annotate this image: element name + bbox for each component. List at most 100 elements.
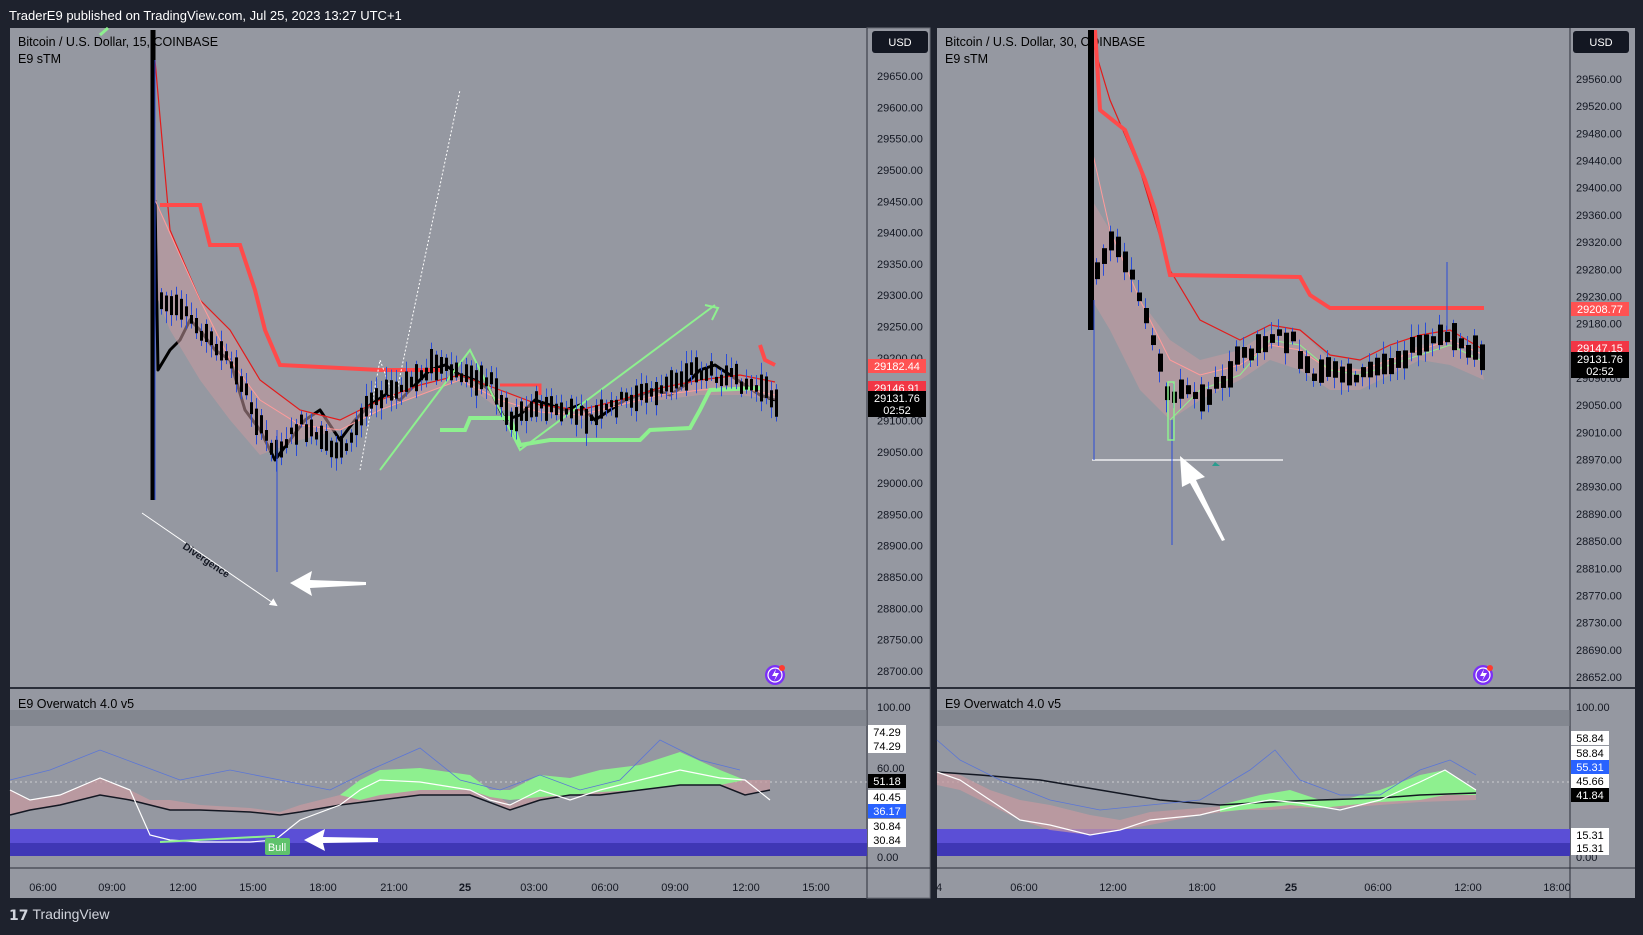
candle-body bbox=[370, 392, 373, 409]
time-tick: 09:00 bbox=[98, 882, 126, 894]
candle-body bbox=[1480, 344, 1485, 371]
time-tick: 12:00 bbox=[1454, 882, 1482, 894]
left-usd-button[interactable]: USD bbox=[872, 31, 928, 53]
candle-body bbox=[1361, 367, 1366, 378]
price-tick: 29100.00 bbox=[877, 415, 923, 427]
price-tick: 29520.00 bbox=[1576, 101, 1622, 113]
price-tick: 28770.00 bbox=[1576, 590, 1622, 602]
candle-body bbox=[230, 361, 233, 369]
candle-body bbox=[745, 378, 748, 390]
candle-body bbox=[375, 388, 378, 406]
candle-body bbox=[680, 371, 683, 387]
right-alert-icon[interactable] bbox=[1473, 665, 1493, 685]
candle-body bbox=[245, 383, 248, 396]
candle-body bbox=[1249, 348, 1254, 361]
candle-body bbox=[770, 390, 773, 408]
price-tick: 29400.00 bbox=[1576, 183, 1622, 195]
candle-body bbox=[390, 380, 393, 401]
candle-body bbox=[320, 425, 323, 450]
brand-name: TradingView bbox=[32, 906, 110, 922]
candle-body bbox=[1333, 361, 1338, 378]
candle-body bbox=[640, 383, 643, 401]
candle-body bbox=[1368, 361, 1373, 378]
price-tick: 29050.00 bbox=[1576, 400, 1622, 412]
price-label-bg bbox=[1571, 774, 1609, 788]
price-tick: 29560.00 bbox=[1576, 74, 1622, 86]
price-label: 02:52 bbox=[1586, 366, 1614, 378]
time-tick: 18:00 bbox=[1188, 882, 1216, 894]
candle-body bbox=[240, 376, 243, 392]
time-tick: 06:00 bbox=[1010, 882, 1038, 894]
right-usd-button[interactable]: USD bbox=[1573, 31, 1629, 53]
time-tick: 4 bbox=[936, 882, 942, 894]
candle-body bbox=[765, 376, 768, 398]
candle-body bbox=[710, 361, 713, 376]
time-tick: 25 bbox=[1285, 882, 1297, 894]
left-arrow-icon bbox=[290, 571, 366, 596]
time-tick: 25 bbox=[459, 882, 471, 894]
candle-body bbox=[1116, 236, 1121, 258]
price-tick: 29360.00 bbox=[1576, 210, 1622, 222]
candle-body bbox=[660, 385, 663, 394]
candle-body bbox=[530, 401, 533, 418]
candle-body bbox=[1102, 248, 1107, 264]
candle-body bbox=[405, 371, 408, 392]
candle-body bbox=[1326, 357, 1331, 377]
candle-body bbox=[775, 389, 778, 417]
candle-body bbox=[210, 331, 213, 346]
candle-body bbox=[305, 424, 308, 443]
candle-body bbox=[280, 441, 283, 458]
candle-body bbox=[1235, 346, 1240, 365]
price-label-bg bbox=[1571, 302, 1629, 316]
price-label: 29131.76 bbox=[1577, 354, 1623, 366]
price-tick: 28800.00 bbox=[877, 603, 923, 615]
price-tick: 29000.00 bbox=[877, 478, 923, 490]
price-label-bg bbox=[868, 403, 926, 417]
candle-body bbox=[750, 378, 753, 391]
candle-body bbox=[540, 401, 543, 409]
candle-body bbox=[1459, 338, 1464, 349]
candle-body bbox=[1123, 251, 1128, 273]
candle-body bbox=[480, 365, 483, 390]
candle-body bbox=[520, 401, 523, 421]
candle-body bbox=[1473, 335, 1478, 360]
price-label: 45.66 bbox=[1576, 776, 1604, 788]
candle-body bbox=[430, 349, 433, 374]
price-label: 15.31 bbox=[1576, 843, 1604, 855]
osc-tick: 100.00 bbox=[877, 702, 911, 714]
right-price-ticks: 29560.00 29520.00 29480.00 29440.00 29400.00… bbox=[1576, 74, 1622, 684]
right-chart-panel[interactable]: Bitcoin / U.S. Dollar, 30, COINBASE E9 s… bbox=[936, 28, 1635, 898]
candle-body bbox=[1396, 350, 1401, 368]
candle-body bbox=[295, 424, 298, 445]
price-tick: 29650.00 bbox=[877, 71, 923, 83]
candle-body bbox=[335, 442, 338, 459]
left-alert-icon[interactable] bbox=[765, 665, 785, 685]
price-tick: 29320.00 bbox=[1576, 237, 1622, 249]
tradingview-logo[interactable]: 17 TradingView bbox=[9, 906, 110, 924]
candle-body bbox=[1340, 366, 1345, 383]
price-label-bg bbox=[868, 819, 906, 833]
candle-body bbox=[1375, 357, 1380, 376]
price-label: 29131.76 bbox=[874, 393, 920, 405]
candle-body bbox=[395, 381, 398, 399]
publisher-header: TraderE9 published on TradingView.com, J… bbox=[0, 0, 1643, 28]
candle-body bbox=[555, 403, 558, 416]
candle-body bbox=[425, 367, 428, 381]
left-chart-panel[interactable]: Bitcoin / U.S. Dollar, 15, COINBASE E9 s… bbox=[9, 26, 931, 899]
right-osc-lower-core bbox=[937, 843, 1570, 856]
candle-body bbox=[410, 376, 413, 388]
candle-body bbox=[1354, 374, 1359, 383]
candle-body bbox=[345, 443, 348, 451]
candle-body bbox=[655, 381, 658, 406]
candle-body bbox=[1270, 334, 1275, 343]
right-usd-label: USD bbox=[1589, 37, 1612, 49]
candle-body bbox=[350, 432, 353, 443]
candle-body bbox=[1130, 269, 1135, 280]
candle-body bbox=[600, 399, 603, 419]
candle-body bbox=[340, 435, 343, 458]
price-label: 74.29 bbox=[873, 741, 901, 753]
price-tick: 28890.00 bbox=[1576, 509, 1622, 521]
time-tick: 15:00 bbox=[239, 882, 267, 894]
highlight-candle bbox=[1167, 381, 1175, 441]
